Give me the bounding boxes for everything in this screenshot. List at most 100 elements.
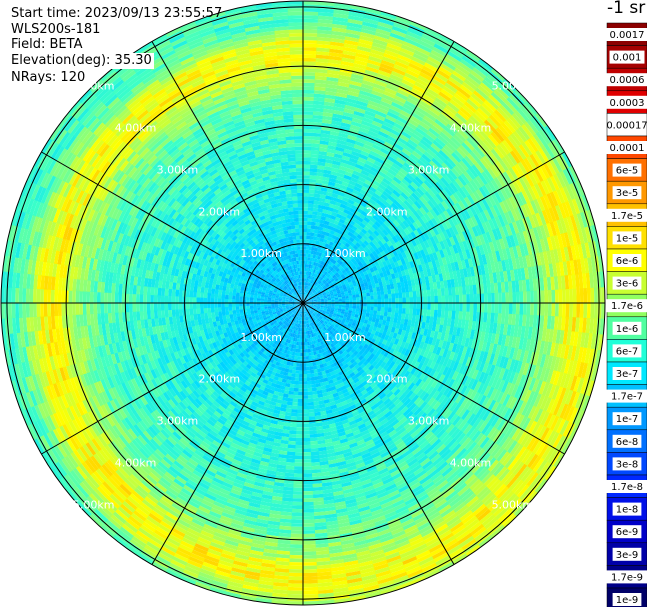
- range-gate-bin: [308, 291, 312, 295]
- range-gate-bin: [397, 54, 413, 64]
- range-gate-bin: [329, 45, 345, 51]
- range-gate-bin: [303, 253, 306, 257]
- range-gate-bin: [383, 141, 395, 150]
- range-gate-bin: [317, 284, 321, 288]
- range-gate-bin: [436, 152, 447, 163]
- range-gate-bin: [303, 146, 312, 151]
- range-gate-bin: [320, 129, 331, 135]
- range-gate-bin: [336, 258, 342, 264]
- range-gate-bin: [303, 125, 313, 130]
- range-gate-bin: [352, 294, 357, 298]
- range-gate-bin: [393, 122, 405, 131]
- range-gate-bin: [385, 84, 400, 93]
- range-gate-bin: [305, 293, 308, 297]
- range-gate-bin: [304, 281, 307, 286]
- range-gate-bin: [493, 89, 508, 103]
- range-gate-bin: [332, 160, 342, 166]
- range-gate-bin: [437, 310, 442, 318]
- range-gate-bin: [324, 198, 331, 204]
- range-gate-bin: [430, 124, 443, 135]
- range-gate-bin: [355, 52, 370, 60]
- range-gate-bin: [309, 175, 317, 180]
- range-gate-bin: [429, 81, 443, 92]
- range-gate-bin: [327, 69, 341, 76]
- range-gate-bin: [390, 192, 399, 201]
- range-gate-bin: [404, 286, 410, 293]
- range-gate-bin: [306, 232, 311, 236]
- range-gate-bin: [393, 159, 404, 169]
- range-gate-bin: [438, 91, 452, 103]
- range-gate-bin: [313, 90, 326, 95]
- range-gate-bin: [331, 268, 336, 273]
- range-gate-bin: [461, 104, 475, 117]
- range-gate-bin: [325, 277, 330, 282]
- range-gate-bin: [350, 77, 364, 84]
- range-gate-bin: [372, 287, 377, 293]
- range-gate-bin: [381, 124, 393, 133]
- range-gate-bin: [366, 303, 371, 307]
- range-gate-bin: [461, 311, 467, 321]
- range-gate-bin: [376, 73, 391, 82]
- range-gate-bin: [434, 97, 448, 108]
- range-gate-bin: [336, 85, 350, 92]
- range-gate-bin: [448, 139, 460, 151]
- range-gate-bin: [338, 165, 348, 172]
- range-gate-bin: [303, 1, 320, 6]
- range-gate-bin: [338, 265, 343, 270]
- range-gate-bin: [459, 303, 463, 312]
- range-gate-bin: [375, 157, 386, 165]
- range-gate-bin: [324, 98, 336, 104]
- range-gate-bin: [342, 115, 354, 122]
- range-gate-bin: [363, 163, 373, 171]
- range-gate-bin: [368, 55, 383, 64]
- range-gate-bin: [304, 292, 307, 297]
- range-gate-bin: [323, 235, 329, 241]
- range-gate-bin: [441, 129, 454, 140]
- range-gate-bin: [540, 290, 545, 304]
- range-gate-bin: [469, 285, 474, 295]
- range-gate-bin: [315, 251, 320, 256]
- range-gate-bin: [368, 153, 378, 161]
- range-gate-bin: [353, 110, 366, 118]
- range-gate-bin: [448, 76, 463, 88]
- range-gate-bin: [439, 131, 451, 143]
- range-gate-bin: [317, 15, 334, 21]
- range-gate-bin: [365, 107, 378, 115]
- range-gate-bin: [376, 310, 381, 316]
- range-gate-bin: [305, 297, 308, 301]
- range-gate-bin: [426, 289, 431, 297]
- range-gate-bin: [331, 120, 342, 126]
- range-gate-bin: [337, 194, 345, 201]
- range-gate-bin: [337, 169, 347, 175]
- range-gate-bin: [402, 75, 417, 85]
- range-gate-bin: [451, 287, 456, 296]
- range-gate-bin: [365, 160, 375, 168]
- range-gate-bin: [416, 308, 421, 316]
- range-gate-bin: [314, 225, 320, 231]
- range-gate-bin: [360, 236, 366, 243]
- range-gate-bin: [309, 366, 314, 371]
- range-gate-bin: [329, 134, 339, 140]
- range-gate-bin: [386, 155, 397, 164]
- range-gate-bin: [376, 107, 389, 115]
- range-gate-bin: [385, 138, 396, 147]
- range-gate-bin: [414, 106, 428, 116]
- range-gate-bin: [314, 193, 321, 198]
- range-gate-bin: [468, 95, 482, 109]
- range-gate-bin: [324, 166, 333, 172]
- range-gate-bin: [407, 184, 417, 193]
- range-gate-bin: [366, 306, 371, 311]
- range-gate-bin: [307, 217, 313, 222]
- range-gate-bin: [318, 264, 323, 269]
- range-gate-bin: [325, 255, 330, 260]
- range-gate-bin: [330, 196, 338, 202]
- range-gate-bin: [457, 61, 473, 74]
- range-gate-bin: [307, 210, 313, 215]
- range-gate-bin: [373, 117, 385, 125]
- range-gate-bin: [309, 279, 312, 284]
- range-gate-bin: [365, 137, 376, 145]
- range-gate-bin: [336, 176, 344, 182]
- range-gate-bin: [339, 218, 346, 224]
- range-gate-bin: [329, 131, 340, 137]
- range-gate-bin: [427, 296, 431, 304]
